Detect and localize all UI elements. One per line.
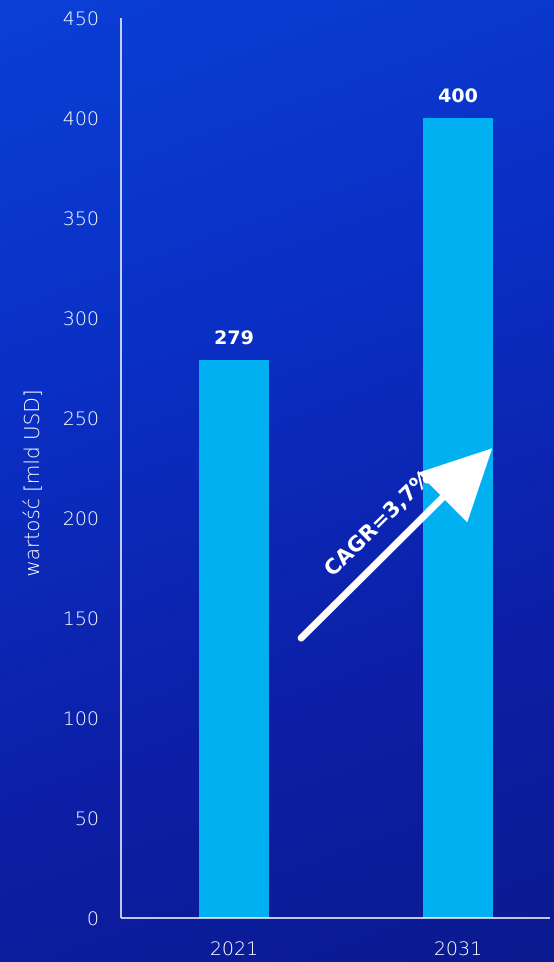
- x-tick-label: 2021: [210, 938, 258, 960]
- y-tick-label: 450: [63, 8, 99, 30]
- bar-value-label: 400: [438, 85, 478, 107]
- y-axis-ticks: 0 50 100 150 200 250 300 350 400 450: [63, 8, 99, 930]
- y-tick-label: 100: [63, 708, 99, 730]
- y-tick-label: 150: [63, 608, 99, 630]
- y-tick-label: 200: [63, 508, 99, 530]
- y-axis-title: wartość [mld USD]: [20, 389, 44, 576]
- y-tick-label: 250: [63, 408, 99, 430]
- y-tick-label: 300: [63, 308, 99, 330]
- y-tick-label: 0: [87, 908, 99, 930]
- y-tick-label: 50: [75, 808, 99, 830]
- y-tick-label: 350: [63, 208, 99, 230]
- bar: [199, 360, 269, 918]
- y-tick-label: 400: [63, 108, 99, 130]
- bars: [199, 118, 493, 918]
- bar-value-label: 279: [214, 327, 254, 349]
- cagr-arrow: [297, 448, 493, 642]
- x-axis-ticks: 2021 2031: [210, 938, 482, 960]
- x-tick-label: 2031: [434, 938, 482, 960]
- bar: [423, 118, 493, 918]
- data-labels: 279 400: [214, 85, 478, 349]
